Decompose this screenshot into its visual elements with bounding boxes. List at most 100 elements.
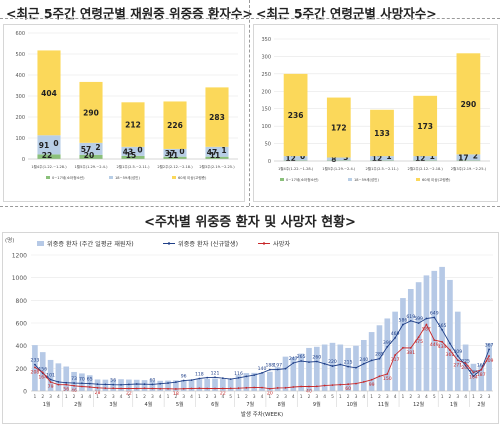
data-label-age18to59: 8 <box>331 155 336 164</box>
week-tick-label: 1 <box>167 394 170 400</box>
death-data-label: 79 <box>48 384 54 390</box>
week-tick-label: 3 <box>386 394 389 400</box>
death-point <box>96 386 99 389</box>
y-tick-label: 200 <box>16 366 28 373</box>
death-point <box>315 385 318 388</box>
legend-swatch <box>416 178 420 181</box>
weekly-inpatient-bar <box>157 380 164 391</box>
legend-swatch-bar <box>37 241 44 246</box>
death-data-label: 164 <box>469 374 478 380</box>
new-severe-point <box>347 365 350 368</box>
death-point <box>378 375 381 378</box>
left-chart-title: <최근 5주간 연령군별 재원중 위중증 환자수> <box>6 6 253 21</box>
week-tick-label: 4 <box>464 394 467 400</box>
y-tick-label: 300 <box>261 54 271 60</box>
legend-marker-death <box>262 242 266 245</box>
week-tick-label: 4 <box>159 394 162 400</box>
data-label-age0to17: 0 <box>300 152 305 161</box>
data-label-age60plus: 290 <box>83 108 99 117</box>
death-point <box>449 349 451 351</box>
weekly-inpatient-bar <box>141 380 148 391</box>
bar-segment-age18to59 <box>163 148 187 157</box>
death-data-label: 28 <box>95 390 101 396</box>
data-label-age0to17: 2 <box>95 143 100 152</box>
week-tick-label: 1 <box>402 394 405 400</box>
death-data-label: 99 <box>369 382 375 388</box>
death-point <box>355 382 357 385</box>
y-tick-label: 0 <box>22 157 25 163</box>
weekly-inpatient-bar <box>313 346 320 391</box>
weekly-inpatient-bar <box>196 379 203 391</box>
y-tick-label: 100 <box>15 136 25 142</box>
legend-label: 사망자 <box>273 240 290 248</box>
death-data-label: 271 <box>453 362 462 368</box>
new-severe-data-label: 56 <box>110 378 116 384</box>
weekly-inpatient-bar <box>79 373 85 391</box>
death-point <box>441 340 444 343</box>
data-label-age0to17: 1 <box>221 146 226 155</box>
weekly-inpatient-bar <box>220 379 226 391</box>
y-tick-label: 250 <box>261 72 271 78</box>
left-chart-panel: 0 100 200 300 400 500 600 91 0 404 22 1월4주(1.22.~1.… <box>3 24 245 202</box>
y-tick-label: 100 <box>261 124 271 130</box>
data-label-age0to17: 0 <box>137 145 142 154</box>
new-severe-point <box>315 360 318 363</box>
week-tick-label: 1 <box>339 394 342 400</box>
week-tick-label: 1 <box>65 394 68 400</box>
week-tick-label: 4 <box>394 394 397 400</box>
weekly-inpatient-bar <box>165 380 171 391</box>
legend-swatch <box>280 178 284 181</box>
new-severe-data-label: 599 <box>414 316 423 322</box>
data-label-age0to17: 1 <box>430 152 435 161</box>
x-tick-label: 2월3주(2.19.~2.25.) <box>199 164 235 169</box>
death-point <box>292 386 295 388</box>
death-point <box>167 387 169 390</box>
death-point <box>253 386 256 389</box>
week-tick-label: 2 <box>409 394 412 400</box>
new-severe-data-label: 73 <box>71 376 77 382</box>
week-tick-label: 4 <box>323 394 326 400</box>
week-tick-label: 1 <box>96 394 99 400</box>
bottom-chart-title: <주차별 위중증 환자 및 사망자 현황> <box>144 215 356 230</box>
weekly-inpatient-bar <box>360 340 367 391</box>
week-tick-label: 2 <box>41 394 44 400</box>
bar-segment-age60plus <box>205 87 229 147</box>
death-point <box>143 387 146 390</box>
bar-segment-age60plus <box>370 109 394 157</box>
new-severe-point <box>237 376 240 379</box>
death-point <box>49 381 52 383</box>
data-label-age60plus: 133 <box>374 129 390 138</box>
death-point <box>433 339 436 342</box>
week-tick-label: 2 <box>104 394 107 400</box>
new-severe-data-label: 188 <box>265 363 274 369</box>
center-divider <box>249 0 250 206</box>
data-label-base: 11 <box>210 151 220 160</box>
week-tick-label: 4 <box>88 394 91 400</box>
weekly-inpatient-bar <box>337 344 344 391</box>
bar-segment-age18to59 <box>79 142 103 155</box>
new-severe-point <box>120 383 122 386</box>
week-tick-label: 4 <box>425 394 428 400</box>
bar-segment-age0to17 <box>37 154 61 159</box>
legend-label: 18~59세(성인) <box>354 177 379 182</box>
death-point <box>198 387 201 390</box>
death-point <box>456 359 459 362</box>
weekly-inpatient-bar <box>345 347 351 391</box>
weekly-inpatient-bar <box>470 363 477 391</box>
middle-divider <box>0 206 500 207</box>
weekly-inpatient-bar <box>63 366 70 391</box>
month-label: 1월 <box>450 401 458 408</box>
week-tick-label: 5 <box>127 394 130 400</box>
week-tick-label: 2 <box>449 394 452 400</box>
data-label-base: 11 <box>168 151 178 160</box>
weekly-inpatient-bar <box>267 371 273 391</box>
death-point <box>284 386 287 389</box>
death-data-label: 56 <box>63 387 69 393</box>
x-tick-label: 1월4주(1.22.~1.28.) <box>31 164 67 169</box>
month-label: 2월 <box>477 401 485 408</box>
new-severe-data-label: 247 <box>289 356 298 362</box>
new-severe-point <box>57 381 60 383</box>
new-severe-point <box>229 378 232 380</box>
new-severe-point <box>127 383 130 386</box>
